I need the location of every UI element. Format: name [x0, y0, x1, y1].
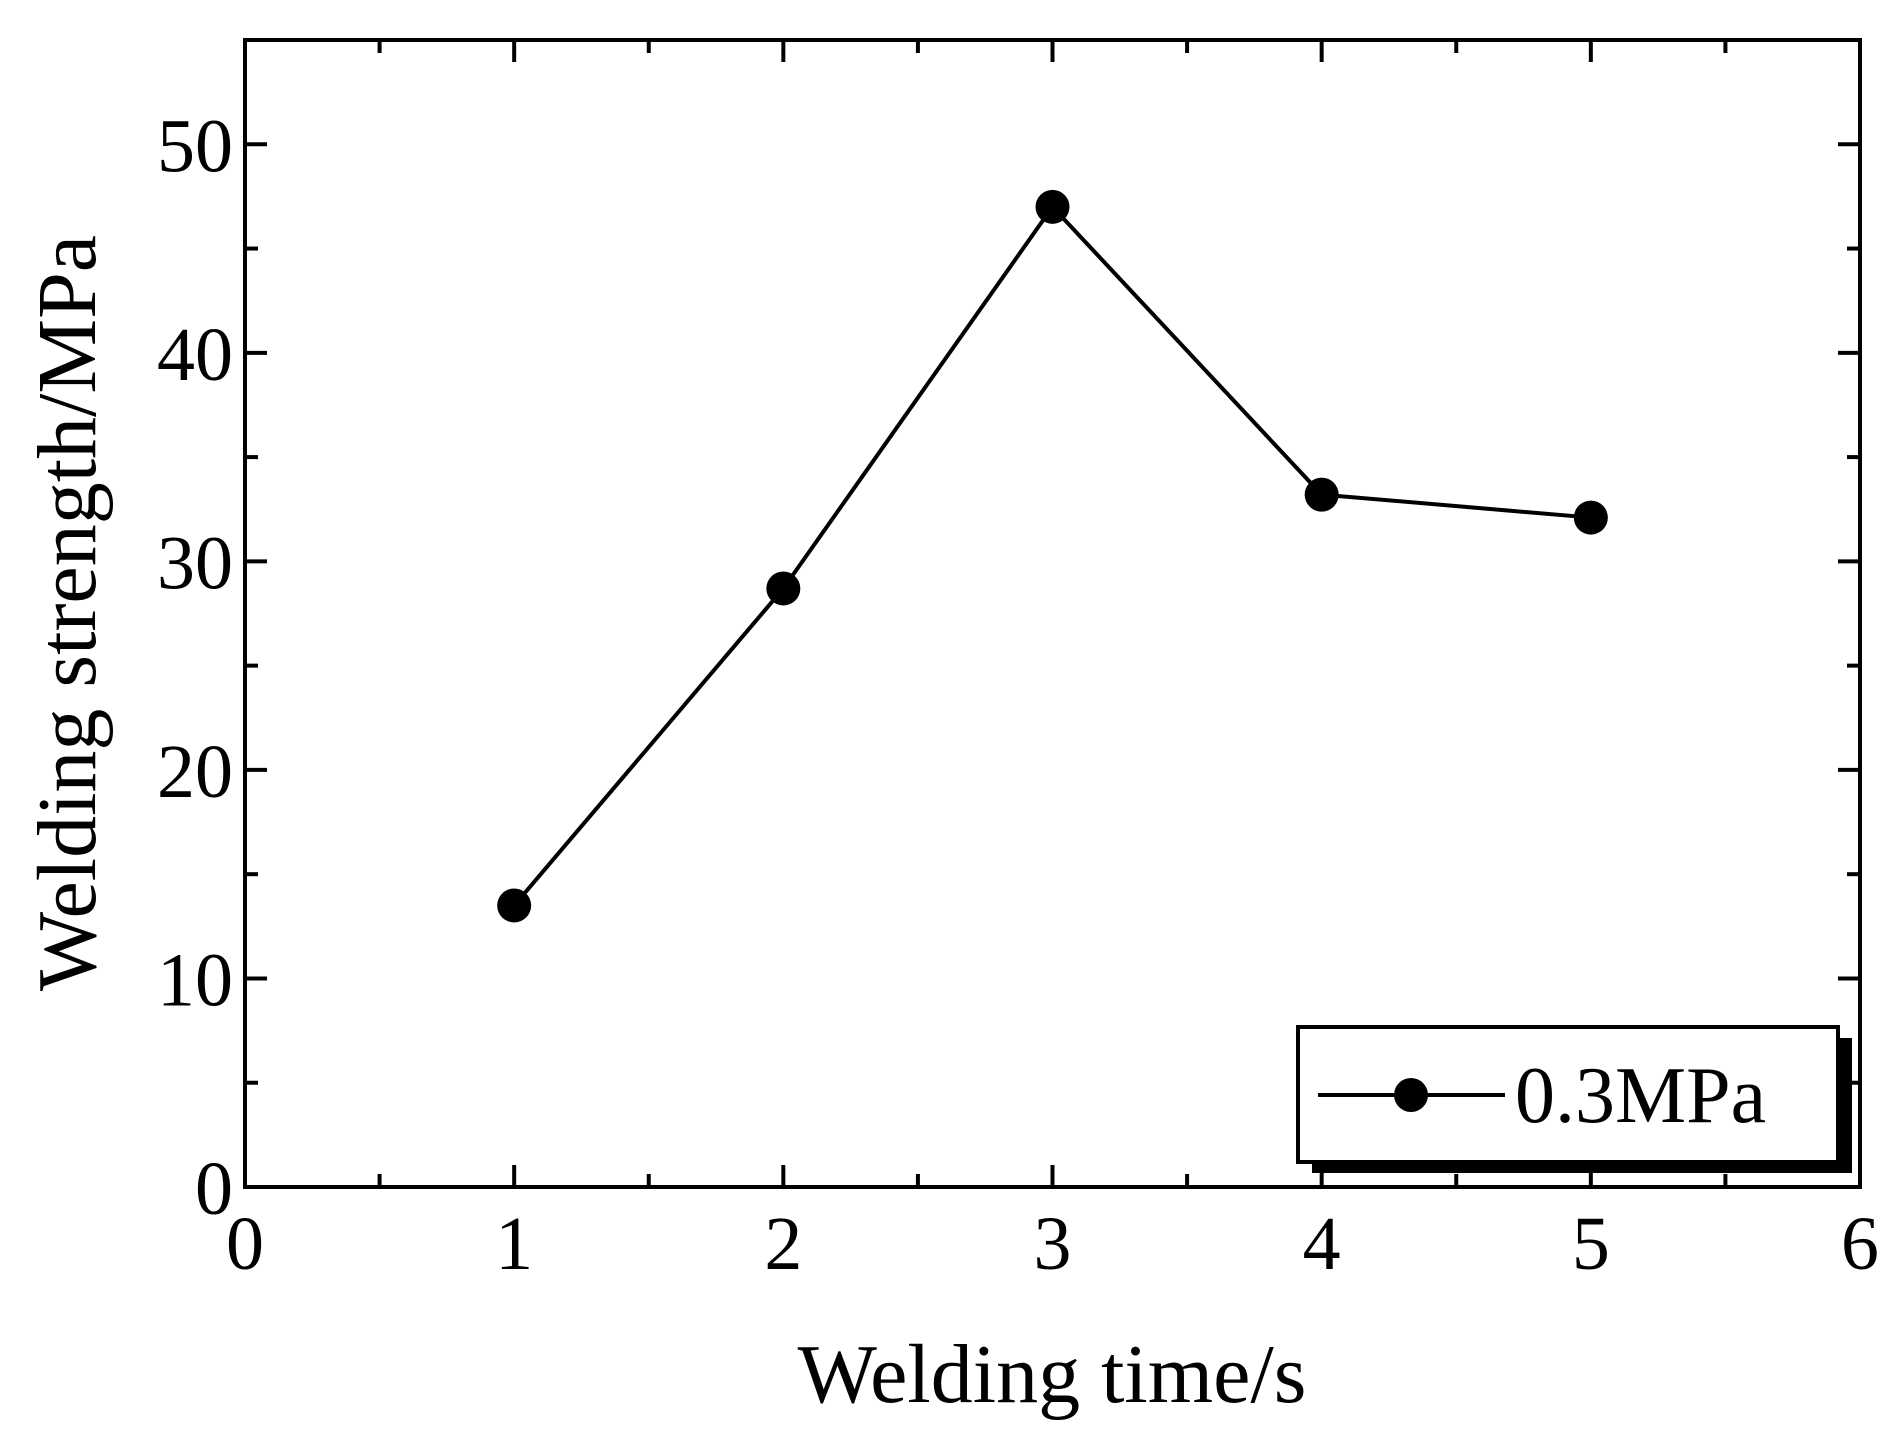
y-tick-label: 10 [157, 938, 233, 1022]
data-point [1035, 189, 1070, 224]
y-tick-label: 40 [157, 313, 233, 397]
x-tick-label: 4 [1303, 1202, 1341, 1286]
x-tick-label: 2 [764, 1202, 802, 1286]
data-point [1573, 500, 1608, 535]
x-tick-label: 3 [1034, 1202, 1072, 1286]
data-point [1304, 477, 1339, 512]
x-tick-label: 5 [1572, 1202, 1610, 1286]
axis-tick-labels: 0 1 2 3 4 5 6 0 10 20 30 40 50 [157, 104, 1879, 1286]
y-tick-label: 0 [195, 1147, 233, 1231]
y-tick-label: 30 [157, 521, 233, 605]
series-line [512, 204, 1592, 907]
x-tick-label: 1 [495, 1202, 533, 1286]
x-tick-label: 0 [226, 1202, 264, 1286]
data-series [497, 189, 1608, 923]
data-point [497, 888, 532, 923]
plot-frame [243, 38, 1862, 1189]
x-axis-label: Welding time/s [798, 1328, 1307, 1421]
legend-label: 0.3MPa [1515, 1052, 1766, 1140]
y-axis-label: Welding strength/MPa [21, 235, 114, 991]
data-point [766, 571, 801, 606]
legend: 0.3MPa [1296, 1025, 1852, 1173]
legend-marker-sample [1394, 1078, 1428, 1112]
y-tick-label: 50 [157, 104, 233, 188]
y-tick-label: 20 [157, 730, 233, 814]
x-tick-label: 6 [1841, 1202, 1879, 1286]
